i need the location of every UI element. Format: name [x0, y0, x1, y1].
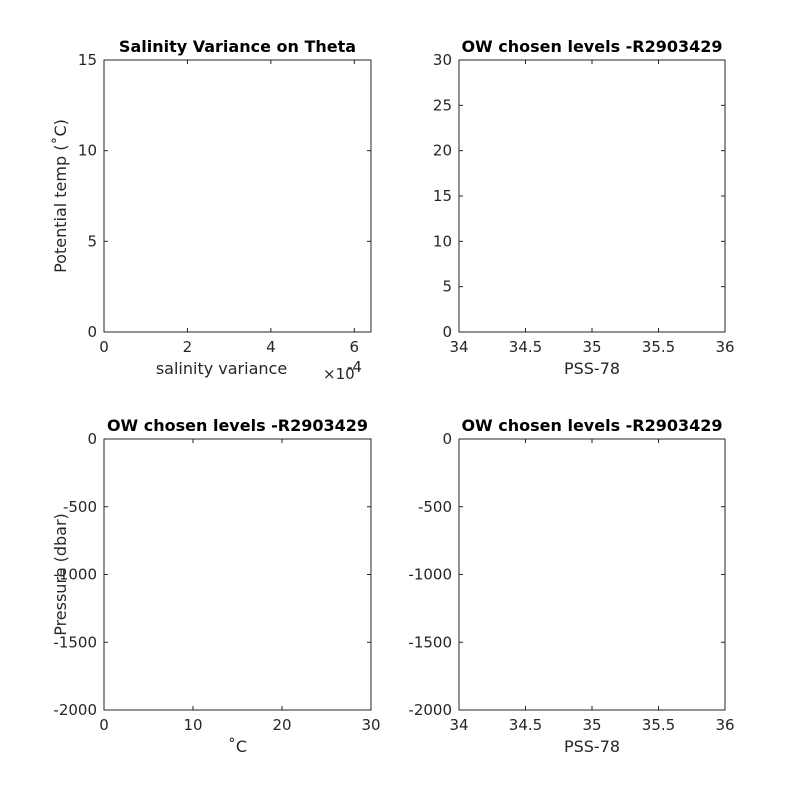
axes-frame	[458, 438, 726, 711]
x-tick-label: 2	[183, 338, 193, 356]
y-tick-label: 0	[87, 323, 97, 341]
x-exponent-power: -4	[347, 358, 362, 376]
x-tick-label: 36	[715, 716, 734, 734]
y-tick-label: -1000	[408, 566, 452, 584]
y-axis-label: Potential temp (˚C)	[51, 119, 70, 273]
y-tick-label: -2000	[53, 701, 97, 719]
chart-title: Salinity Variance on Theta	[119, 37, 356, 56]
panel-pres-temp: 0 10 20 30 0 -500 -1000 -1500 -2000 OW chosen lev…	[51, 416, 381, 756]
x-axis-label: PSS-78	[564, 359, 620, 378]
x-tick-label: 34	[449, 338, 468, 356]
y-tick-label: 5	[87, 232, 97, 250]
x-tick-label: 20	[272, 716, 291, 734]
y-tick-label: 5	[442, 278, 452, 296]
panel-theta-sal: 34 34.5 35 35.5 36 0 5 10 15 20 25 30 OW chosen leve…	[433, 37, 735, 378]
x-tick-label: 35.5	[642, 716, 675, 734]
x-tick-label: 36	[715, 338, 734, 356]
x-tick-label: 34.5	[509, 716, 542, 734]
y-tick-label: -1000	[53, 566, 97, 584]
chart-title: OW chosen levels -R2903429	[107, 416, 368, 435]
y-axis-label: Pressure (dbar)	[51, 513, 70, 636]
y-tick-label: 10	[433, 232, 452, 250]
x-exponent-label: ×10	[323, 365, 355, 383]
x-tick-label: 0	[99, 338, 109, 356]
x-tick-label: 35.5	[642, 338, 675, 356]
y-tick-label: 10	[78, 142, 97, 160]
y-tick-label: 0	[87, 430, 97, 448]
y-tick-label: -2000	[408, 701, 452, 719]
panel-pres-sal: 34 34.5 35 35.5 36 0 -500 -1000 -1500 -2000 OW cho…	[408, 416, 734, 756]
y-tick-label: 15	[433, 187, 452, 205]
chart-title: OW chosen levels -R2903429	[461, 37, 722, 56]
chart-title: OW chosen levels -R2903429	[461, 416, 722, 435]
x-tick-label: 35	[582, 338, 601, 356]
y-tick-label: 15	[78, 51, 97, 69]
y-tick-label: 25	[433, 96, 452, 114]
axes-frame	[103, 438, 372, 711]
x-axis-label: ˚C	[228, 737, 247, 756]
y-tick-label: 30	[433, 51, 452, 69]
panel-variance: 0 2 4 6 0 5 10 15 Salinity Variance on Theta sali…	[51, 37, 372, 383]
x-tick-label: 35	[582, 716, 601, 734]
x-tick-label: 10	[183, 716, 202, 734]
axes-frame	[103, 59, 372, 333]
x-axis-label: salinity variance	[156, 359, 287, 378]
y-tick-label: 20	[433, 142, 452, 160]
x-tick-label: 4	[266, 338, 276, 356]
x-axis-label: PSS-78	[564, 737, 620, 756]
x-tick-label: 30	[361, 716, 380, 734]
y-tick-label: -500	[418, 498, 452, 516]
x-tick-label: 0	[99, 716, 109, 734]
y-tick-label: 0	[442, 323, 452, 341]
x-tick-label: 34.5	[509, 338, 542, 356]
y-tick-label: -1500	[53, 633, 97, 651]
y-tick-label: -500	[63, 498, 97, 516]
y-tick-label: 0	[442, 430, 452, 448]
x-tick-label: 34	[449, 716, 468, 734]
y-tick-label: -1500	[408, 633, 452, 651]
axes-frame	[458, 59, 726, 333]
x-tick-label: 6	[350, 338, 360, 356]
